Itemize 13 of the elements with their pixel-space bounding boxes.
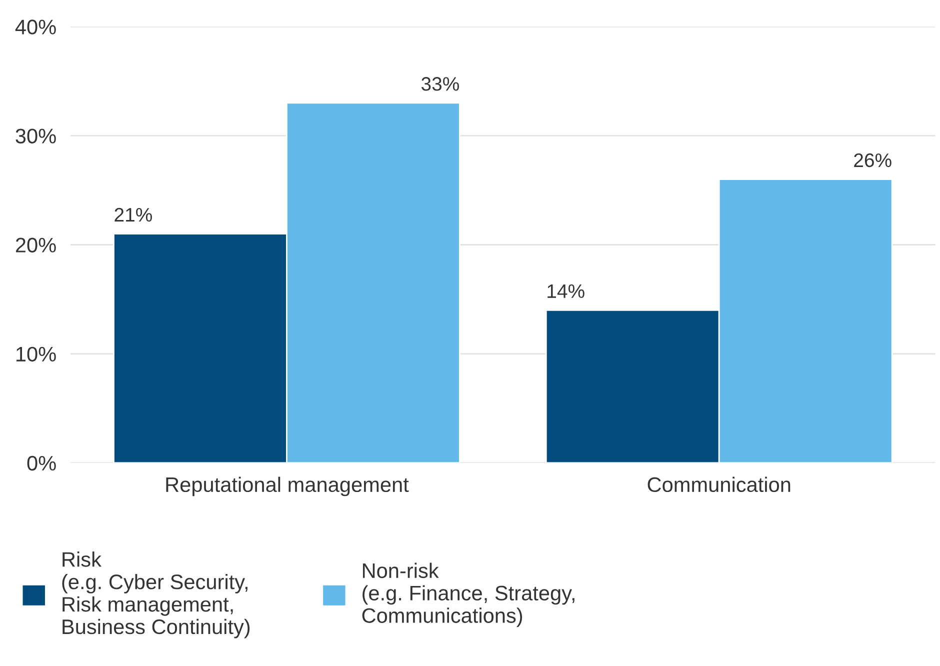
- y-tick-label: 0%: [27, 456, 56, 471]
- y-tick-label: 20%: [16, 238, 56, 253]
- x-tick-label: Reputational management: [166, 476, 409, 496]
- y-tick-label: 30%: [16, 128, 56, 144]
- data-label: 26%: [854, 153, 892, 168]
- legend-label: Risk (e.g. Cyber Security, Risk management, Business Continuity): [62, 552, 250, 638]
- data-label: 21%: [114, 208, 152, 222]
- y-tick-label: 40%: [15, 20, 56, 34]
- y-tick-label: 10%: [16, 346, 56, 362]
- legend-label: Non-risk (e.g. Finance, Strategy, Communications): [362, 562, 574, 628]
- data-label: 33%: [421, 77, 459, 91]
- x-tick-label: Communication: [648, 476, 790, 492]
- data-label: 14%: [548, 284, 584, 298]
